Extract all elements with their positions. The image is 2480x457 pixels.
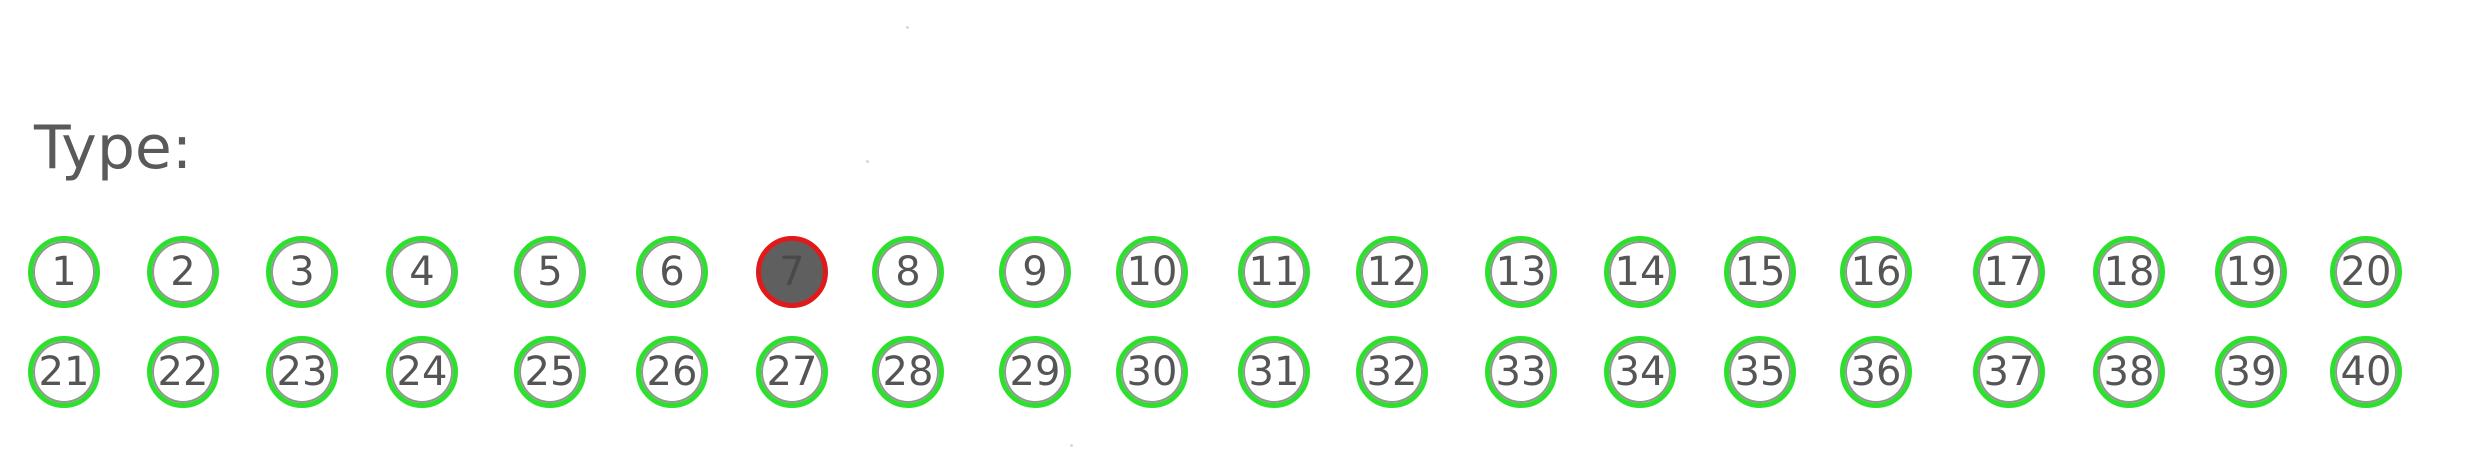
type-option-10[interactable]: 10 [1116, 236, 1188, 308]
type-option-26[interactable]: 26 [636, 336, 708, 408]
type-option-27[interactable]: 27 [756, 336, 828, 408]
bubble-row-1: 1 2 3 4 5 6 7 8 9 10 11 12 13 14 15 16 1… [0, 236, 2480, 316]
type-option-28[interactable]: 28 [872, 336, 944, 408]
type-option-40[interactable]: 40 [2330, 336, 2402, 408]
type-option-4[interactable]: 4 [386, 236, 458, 308]
type-option-32[interactable]: 32 [1356, 336, 1428, 408]
type-option-20[interactable]: 20 [2330, 236, 2402, 308]
type-option-25[interactable]: 25 [514, 336, 586, 408]
type-option-19[interactable]: 19 [2215, 236, 2287, 308]
type-option-33[interactable]: 33 [1485, 336, 1557, 408]
type-label: Type: [34, 113, 193, 183]
type-option-21[interactable]: 21 [28, 336, 100, 408]
type-option-31[interactable]: 31 [1238, 336, 1310, 408]
type-option-22[interactable]: 22 [147, 336, 219, 408]
type-option-14[interactable]: 14 [1604, 236, 1676, 308]
type-option-36[interactable]: 36 [1840, 336, 1912, 408]
type-option-2[interactable]: 2 [147, 236, 219, 308]
type-option-38[interactable]: 38 [2093, 336, 2165, 408]
type-option-16[interactable]: 16 [1840, 236, 1912, 308]
type-option-17[interactable]: 17 [1973, 236, 2045, 308]
type-option-3[interactable]: 3 [266, 236, 338, 308]
type-option-23[interactable]: 23 [266, 336, 338, 408]
type-option-35[interactable]: 35 [1724, 336, 1796, 408]
type-option-39[interactable]: 39 [2215, 336, 2287, 408]
type-option-11[interactable]: 11 [1238, 236, 1310, 308]
scan-speck [1070, 444, 1073, 447]
type-option-15[interactable]: 15 [1724, 236, 1796, 308]
type-option-6[interactable]: 6 [636, 236, 708, 308]
type-option-18[interactable]: 18 [2093, 236, 2165, 308]
scan-speck [866, 160, 869, 163]
type-option-12[interactable]: 12 [1356, 236, 1428, 308]
type-option-24[interactable]: 24 [386, 336, 458, 408]
type-option-13[interactable]: 13 [1485, 236, 1557, 308]
type-option-37[interactable]: 37 [1973, 336, 2045, 408]
type-option-9[interactable]: 9 [999, 236, 1071, 308]
bubble-row-2: 21 22 23 24 25 26 27 28 29 30 31 32 33 3… [0, 336, 2480, 416]
type-option-8[interactable]: 8 [872, 236, 944, 308]
type-option-1[interactable]: 1 [28, 236, 100, 308]
type-option-30[interactable]: 30 [1116, 336, 1188, 408]
type-option-5[interactable]: 5 [514, 236, 586, 308]
type-option-29[interactable]: 29 [999, 336, 1071, 408]
scan-speck [906, 26, 909, 29]
type-option-7[interactable]: 7 [756, 236, 828, 308]
type-option-34[interactable]: 34 [1604, 336, 1676, 408]
